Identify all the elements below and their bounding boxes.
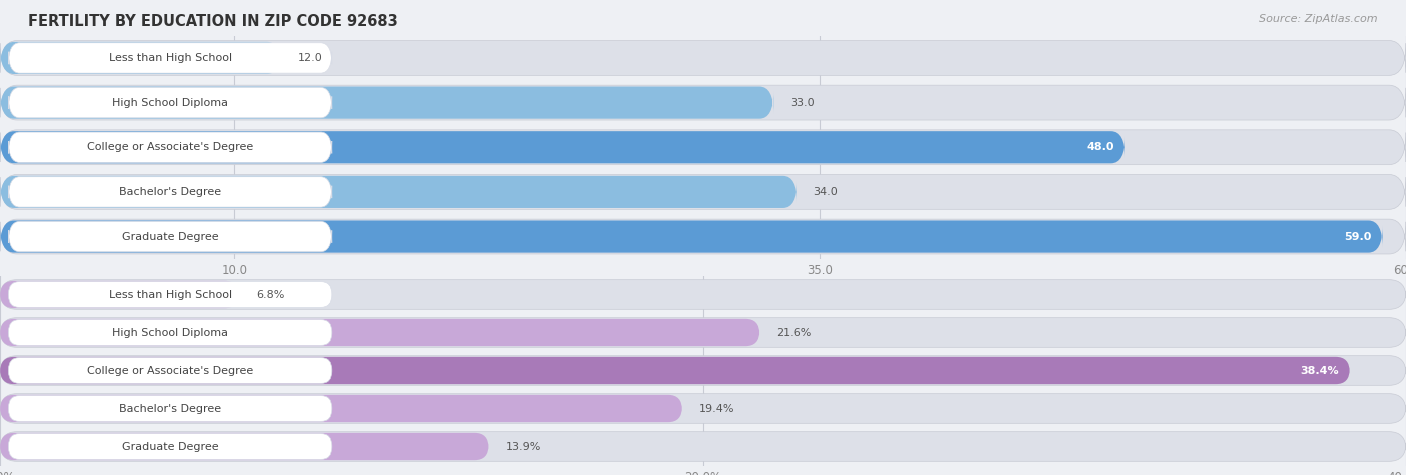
Text: College or Associate's Degree: College or Associate's Degree (87, 365, 253, 376)
FancyBboxPatch shape (8, 177, 332, 207)
Text: 59.0: 59.0 (1344, 231, 1371, 242)
Text: Less than High School: Less than High School (108, 289, 232, 300)
FancyBboxPatch shape (8, 396, 332, 421)
FancyBboxPatch shape (8, 132, 332, 162)
Text: FERTILITY BY EDUCATION IN ZIP CODE 92683: FERTILITY BY EDUCATION IN ZIP CODE 92683 (28, 14, 398, 29)
FancyBboxPatch shape (0, 220, 1382, 253)
Text: 33.0: 33.0 (790, 97, 815, 108)
FancyBboxPatch shape (0, 176, 797, 208)
FancyBboxPatch shape (0, 319, 759, 346)
Text: College or Associate's Degree: College or Associate's Degree (87, 142, 253, 152)
FancyBboxPatch shape (8, 87, 332, 118)
FancyBboxPatch shape (0, 131, 1125, 163)
Text: Graduate Degree: Graduate Degree (122, 441, 218, 452)
Text: 19.4%: 19.4% (699, 403, 734, 414)
Text: 48.0: 48.0 (1085, 142, 1114, 152)
FancyBboxPatch shape (8, 221, 332, 252)
FancyBboxPatch shape (0, 86, 773, 119)
Text: 21.6%: 21.6% (776, 327, 811, 338)
FancyBboxPatch shape (8, 43, 332, 73)
FancyBboxPatch shape (8, 282, 332, 307)
FancyBboxPatch shape (0, 40, 1406, 76)
FancyBboxPatch shape (0, 432, 1406, 461)
FancyBboxPatch shape (0, 85, 1406, 120)
FancyBboxPatch shape (0, 219, 1406, 254)
Text: 12.0: 12.0 (298, 53, 323, 63)
Text: High School Diploma: High School Diploma (112, 97, 228, 108)
Text: Source: ZipAtlas.com: Source: ZipAtlas.com (1260, 14, 1378, 24)
FancyBboxPatch shape (0, 395, 682, 422)
FancyBboxPatch shape (0, 280, 1406, 309)
FancyBboxPatch shape (0, 357, 1350, 384)
Text: Bachelor's Degree: Bachelor's Degree (120, 403, 221, 414)
Text: Graduate Degree: Graduate Degree (122, 231, 218, 242)
Text: Bachelor's Degree: Bachelor's Degree (120, 187, 221, 197)
FancyBboxPatch shape (8, 434, 332, 459)
Text: 38.4%: 38.4% (1301, 365, 1339, 376)
FancyBboxPatch shape (0, 318, 1406, 347)
FancyBboxPatch shape (0, 281, 239, 308)
FancyBboxPatch shape (0, 130, 1406, 165)
Text: 6.8%: 6.8% (256, 289, 284, 300)
Text: 13.9%: 13.9% (506, 441, 541, 452)
FancyBboxPatch shape (8, 320, 332, 345)
Text: Less than High School: Less than High School (108, 53, 232, 63)
FancyBboxPatch shape (0, 42, 281, 74)
FancyBboxPatch shape (0, 394, 1406, 423)
FancyBboxPatch shape (0, 174, 1406, 209)
Text: 34.0: 34.0 (814, 187, 838, 197)
Text: High School Diploma: High School Diploma (112, 327, 228, 338)
FancyBboxPatch shape (0, 433, 489, 460)
FancyBboxPatch shape (0, 356, 1406, 385)
FancyBboxPatch shape (8, 358, 332, 383)
